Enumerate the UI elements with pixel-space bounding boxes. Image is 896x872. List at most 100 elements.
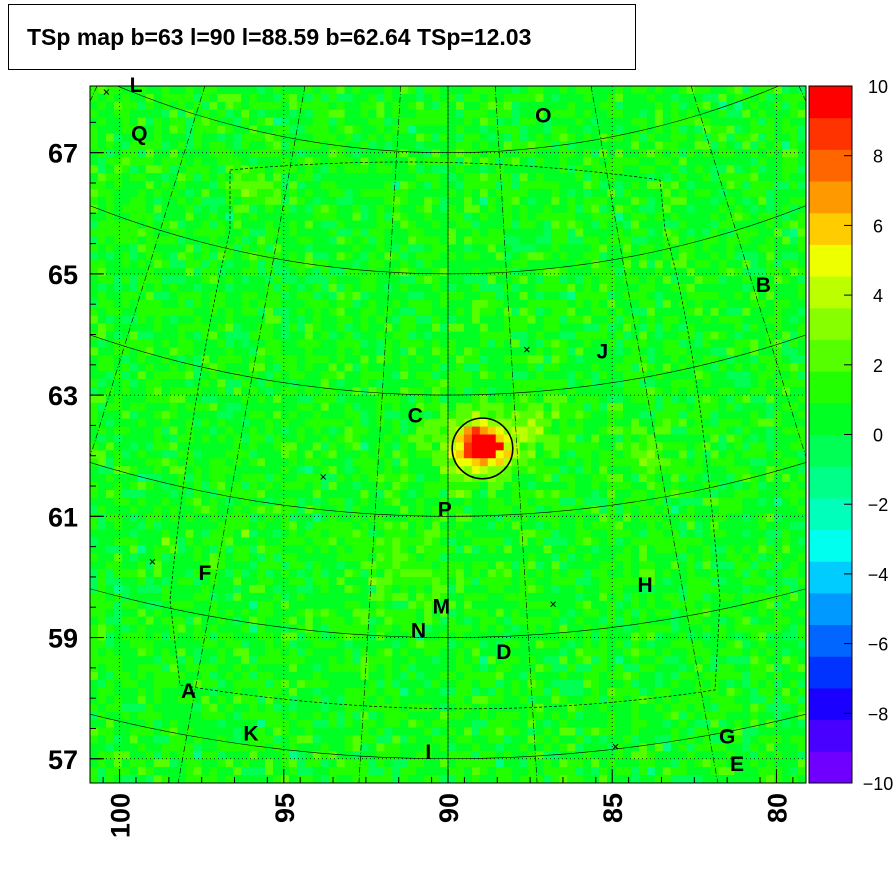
heatmap-cell [304,386,314,396]
heatmap-cell [257,125,266,135]
heatmap-cell [344,220,354,230]
heatmap-cell [288,331,298,341]
heatmap-cell [487,181,497,190]
heatmap-cell [344,315,354,325]
heatmap-cell [710,212,720,222]
heatmap-cell [479,244,489,253]
heatmap-cell [630,355,640,364]
heatmap-cell [257,466,266,475]
heatmap-cell [782,117,791,127]
heatmap-cell [392,125,401,135]
heatmap-cell [646,109,656,119]
heatmap-cell [503,307,513,317]
heatmap-cell [448,458,457,467]
heatmap-cell [567,371,576,380]
heatmap-cell [487,244,497,253]
heatmap-cell [599,426,608,436]
heatmap-cell [217,141,226,150]
heatmap-cell [607,307,616,317]
heatmap-cell [408,442,417,451]
heatmap-cell [726,386,735,396]
heatmap-cell [145,458,155,467]
heatmap-cell [646,426,656,436]
heatmap-cell [686,331,696,341]
heatmap-cell [177,101,187,111]
heatmap-cell [782,228,791,238]
heatmap-cell [272,133,282,143]
heatmap-cell [559,418,568,428]
heatmap-cell [583,291,592,301]
heatmap-cell [790,442,799,451]
heatmap-cell [503,204,513,214]
heatmap-cell [519,489,529,499]
heatmap-cell [328,268,338,277]
heatmap-cell [583,402,592,412]
heatmap-cell [630,109,640,119]
heatmap-cell [161,149,171,158]
heatmap-cell [551,188,560,198]
heatmap-cell [774,117,783,127]
heatmap-cell [495,307,505,317]
heatmap-cell [615,482,624,491]
heatmap-cell [129,331,139,341]
heatmap-cell [336,252,346,261]
heatmap-cell [750,109,759,119]
heatmap-cell [790,149,799,158]
heatmap-cell [758,339,767,348]
heatmap-cell [662,109,672,119]
heatmap-cell [121,101,131,111]
heatmap-cell [90,284,99,293]
heatmap-cell [384,466,393,475]
heatmap-cell [225,474,234,483]
heatmap-cell [455,299,465,309]
heatmap-cell [583,307,592,317]
heatmap-cell [169,482,179,491]
heatmap-cell [400,101,409,111]
heatmap-cell [654,466,664,475]
heatmap-cell [336,323,346,333]
heatmap-cell [774,339,783,348]
heatmap-cell [121,418,131,428]
heatmap-cell [432,307,441,317]
heatmap-cell [153,307,163,317]
heatmap-cell [694,489,704,499]
heatmap-cell [630,474,640,483]
heatmap-cell [630,371,640,380]
heatmap-cell [113,196,123,206]
heatmap-cell [654,165,664,174]
heatmap-cell [233,426,242,436]
heatmap-cell [344,371,354,380]
heatmap-cell [782,149,791,158]
heatmap-cell [328,331,338,341]
heatmap-cell [678,386,688,396]
heatmap-cell [312,86,322,95]
heatmap-cell [662,307,672,317]
heatmap-cell [400,212,409,222]
heatmap-cell [551,442,560,451]
heatmap-cell [591,86,600,95]
heatmap-cell [328,93,338,103]
heatmap-cell [344,228,354,238]
heatmap-cell [233,307,242,317]
heatmap-cell [535,505,545,515]
heatmap-cell [424,228,433,238]
heatmap-cell [384,307,393,317]
heatmap-cell [567,284,576,293]
heatmap-cell [782,252,791,261]
heatmap-cell [630,93,640,103]
heatmap-cell [774,220,783,230]
heatmap-cell [583,149,592,158]
heatmap-cell [790,489,799,499]
heatmap-cell [742,410,751,420]
heatmap-cell [296,410,306,420]
heatmap-cell [129,442,139,451]
heatmap-cell [662,117,672,127]
heatmap-cell [782,458,791,467]
heatmap-cell [487,125,497,135]
heatmap-cell [790,284,799,293]
heatmap-cell [599,276,608,285]
heatmap-cell [233,141,242,150]
heatmap-cell [265,323,274,333]
heatmap-cell [272,236,282,246]
heatmap-cell [265,228,274,238]
